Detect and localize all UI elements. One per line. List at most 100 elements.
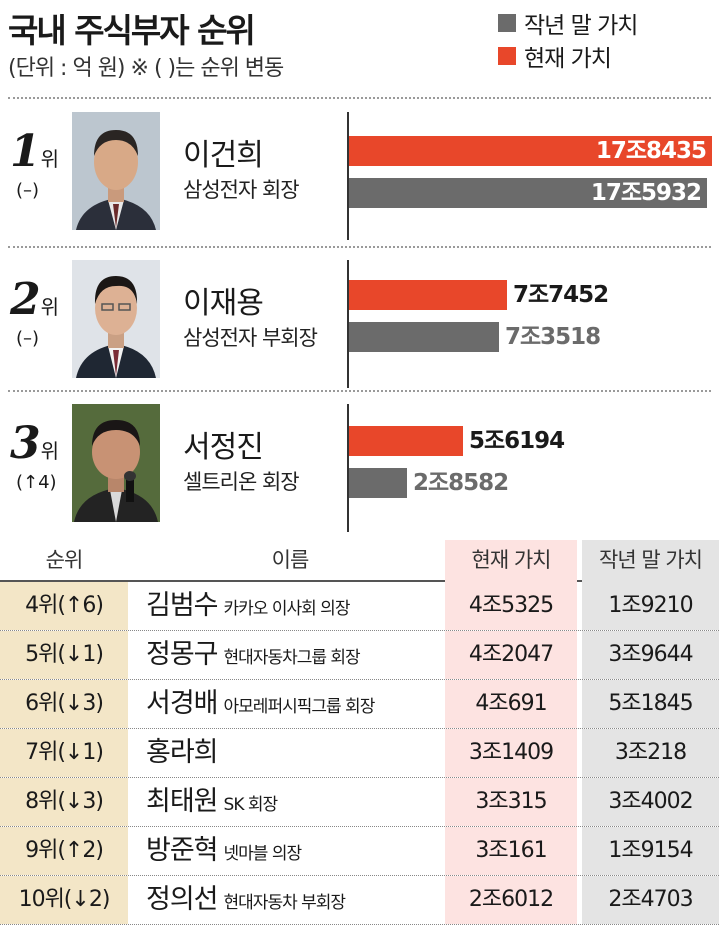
row-previous-value: 2조4703 [582,876,719,924]
rank-block-3: 3 위 (↑4) 서정진 셀트리온 회장 5조6194 2조8582 [0,404,719,542]
rank-suffix: 위 [40,147,60,171]
row-name: 김범수 [146,590,219,621]
row-previous-value: 3조9644 [582,631,719,679]
row-name-cell: 정몽구 현대자동차그룹 회장 [146,631,361,679]
row-title: 넷마블 의장 [223,844,303,864]
row-title: 아모레퍼시픽그룹 회장 [223,697,376,717]
row-name: 서경배 [146,688,219,719]
bar-current [349,136,712,166]
table-row: 4위(↑6) 김범수 카카오 이사회 의장 4조5325 1조9210 [0,582,719,631]
rank-block-2: 2 위 (–) 이재용 삼성전자 부회장 7조7452 7조3518 [0,260,719,398]
row-rank: 7위(↓1) [0,729,128,777]
row-current-value: 4조5325 [445,582,577,630]
row-current-value: 3조1409 [445,729,577,777]
row-name-cell: 최태원 SK 회장 [146,778,279,826]
divider [8,97,711,99]
person-title: 삼성전자 부회장 [183,326,318,350]
rank-number: 2 위 [10,274,59,325]
person-name: 이건희 [183,138,264,173]
rank-change: (↑4) [16,472,57,493]
bar-label-current: 7조7452 [513,282,609,308]
row-rank: 4위(↑6) [0,582,128,630]
table-row: 5위(↓1) 정몽구 현대자동차그룹 회장 4조2047 3조9644 [0,631,719,680]
row-name-cell: 김범수 카카오 이사회 의장 [146,582,351,630]
rank-digit: 1 [10,126,41,177]
bar-label-previous: 2조8582 [413,470,509,496]
row-title: 현대자동차그룹 회장 [223,648,361,668]
row-title: 카카오 이사회 의장 [223,599,351,619]
row-previous-value: 3조4002 [582,778,719,826]
ranking-table: 순위 이름 현재 가치 작년 말 가치 4위(↑6) 김범수 카카오 이사회 의장 4… [0,540,719,925]
person-name: 이재용 [183,286,264,321]
header-bg-previous [582,540,719,582]
legend-label-previous: 작년 말 가치 [524,12,638,39]
bar-label-current: 17조8435 [595,138,707,164]
rank-block-1: 1 위 (–) 이건희 삼성전자 회장 17조8435 17조5932 [0,112,719,250]
rank-suffix: 위 [40,295,60,319]
row-previous-value: 3조218 [582,729,719,777]
bar-label-previous: 7조3518 [505,324,601,350]
row-current-value: 4조2047 [445,631,577,679]
rank-change: (–) [16,328,40,349]
header-rank: 순위 [45,548,84,572]
rank-number: 1 위 [10,126,59,177]
person-name: 서정진 [183,430,264,465]
person-title: 삼성전자 회장 [183,178,300,202]
row-previous-value: 1조9210 [582,582,719,630]
legend-label-current: 현재 가치 [524,45,612,72]
portrait-photo [72,112,160,230]
legend-item-previous: 작년 말 가치 [498,6,638,39]
row-current-value: 3조161 [445,827,577,875]
row-current-value: 4조691 [445,680,577,728]
row-current-value: 3조315 [445,778,577,826]
table-row: 7위(↓1) 홍라희 3조1409 3조218 [0,729,719,778]
bar-axis [347,260,349,388]
header-bg-current [445,540,577,582]
row-name: 최태원 [146,786,219,817]
rank-change: (–) [16,180,40,201]
portrait-photo [72,404,160,522]
row-name: 방준혁 [146,835,219,866]
bar-previous [349,178,707,208]
row-name: 정의선 [146,884,219,915]
row-name-cell: 서경배 아모레퍼시픽그룹 회장 [146,680,376,728]
row-rank: 10위(↓2) [0,876,128,924]
bar-axis [347,404,349,532]
row-title: SK 회장 [223,795,279,815]
row-name: 정몽구 [146,639,219,670]
bar-current [349,426,463,456]
unit-note: (단위 : 억 원) ※ ( )는 순위 변동 [8,56,284,81]
header-current: 현재 가치 [471,548,552,572]
bar-label-current: 5조6194 [469,428,565,454]
row-current-value: 2조6012 [445,876,577,924]
table-row: 8위(↓3) 최태원 SK 회장 3조315 3조4002 [0,778,719,827]
portrait-photo [72,260,160,378]
row-rank: 5위(↓1) [0,631,128,679]
row-previous-value: 1조9154 [582,827,719,875]
row-name: 홍라희 [146,737,219,768]
rank-number: 3 위 [10,418,59,469]
bar-previous [349,468,407,498]
row-rank: 6위(↓3) [0,680,128,728]
rank-digit: 2 [10,274,41,325]
page-title: 국내 주식부자 순위 [8,11,256,50]
bar-label-previous: 17조5932 [590,180,702,206]
row-name-cell: 홍라희 [146,729,224,777]
table-row: 10위(↓2) 정의선 현대자동차 부회장 2조6012 2조4703 [0,876,719,925]
person-title: 셀트리온 회장 [183,470,300,494]
bar-axis [347,112,349,240]
row-rank: 8위(↓3) [0,778,128,826]
row-name-cell: 방준혁 넷마블 의장 [146,827,303,875]
bar-previous [349,322,499,352]
rank-digit: 3 [10,418,41,469]
header-name: 이름 [271,548,310,572]
legend-item-current: 현재 가치 [498,39,637,72]
divider [8,246,711,248]
table-body: 4위(↑6) 김범수 카카오 이사회 의장 4조5325 1조9210 5위(↓1) 정몽구… [0,582,719,925]
divider [8,390,711,392]
table-row: 9위(↑2) 방준혁 넷마블 의장 3조161 1조9154 [0,827,719,876]
row-previous-value: 5조1845 [582,680,719,728]
row-name-cell: 정의선 현대자동차 부회장 [146,876,346,924]
bar-current [349,280,507,310]
legend: 작년 말 가치 현재 가치 [498,6,638,72]
